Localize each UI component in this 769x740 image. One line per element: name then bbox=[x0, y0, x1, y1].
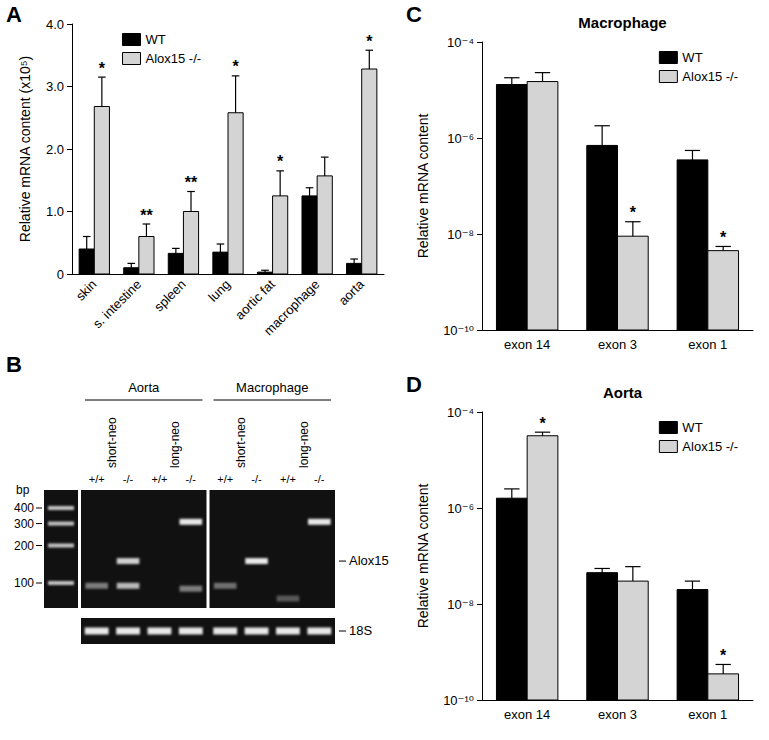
html-text:D: D bbox=[406, 372, 422, 397]
svg-text:WT: WT bbox=[146, 32, 166, 47]
svg-text:WT: WT bbox=[682, 420, 702, 435]
svg-text:*: * bbox=[720, 647, 727, 664]
svg-text:10⁻¹⁰: 10⁻¹⁰ bbox=[443, 693, 474, 708]
svg-text:Relative mRNA content: Relative mRNA content bbox=[415, 114, 431, 259]
svg-text:exon 1: exon 1 bbox=[688, 337, 727, 352]
svg-text:exon 14: exon 14 bbox=[504, 337, 550, 352]
svg-text:*: * bbox=[99, 60, 106, 77]
svg-text:exon 3: exon 3 bbox=[598, 337, 637, 352]
svg-text:Aorta: Aorta bbox=[603, 384, 643, 401]
svg-text:10⁻⁸: 10⁻⁸ bbox=[447, 227, 474, 242]
svg-text:*: * bbox=[277, 153, 284, 170]
svg-text:Relative mRNA content (x10⁵): Relative mRNA content (x10⁵) bbox=[17, 56, 33, 242]
svg-text:+/+: +/+ bbox=[89, 473, 105, 485]
svg-text:Macrophage: Macrophage bbox=[236, 380, 308, 395]
svg-text:Relative mRNA content: Relative mRNA content bbox=[415, 484, 431, 629]
svg-text:exon 14: exon 14 bbox=[504, 707, 550, 722]
svg-text:aortic fat: aortic fat bbox=[232, 276, 278, 322]
svg-text:**: ** bbox=[140, 207, 153, 224]
svg-text:*: * bbox=[366, 33, 373, 50]
svg-text:exon 3: exon 3 bbox=[598, 707, 637, 722]
svg-text:Alox15 -/-: Alox15 -/- bbox=[682, 439, 738, 454]
svg-text:10⁻⁴: 10⁻⁴ bbox=[447, 405, 474, 420]
svg-text:long-neo: long-neo bbox=[297, 421, 311, 468]
svg-text:10⁻⁶: 10⁻⁶ bbox=[447, 501, 474, 516]
svg-text:Aorta: Aorta bbox=[128, 380, 160, 395]
svg-text:WT: WT bbox=[682, 50, 702, 65]
svg-text:-/-: -/- bbox=[123, 473, 134, 485]
svg-text:Alox15: Alox15 bbox=[349, 553, 389, 568]
svg-text:bp: bp bbox=[16, 483, 30, 497]
svg-text:Alox15 -/-: Alox15 -/- bbox=[682, 69, 738, 84]
svg-text:*: * bbox=[539, 415, 546, 432]
svg-text:-/-: -/- bbox=[251, 473, 262, 485]
svg-text:short-neo: short-neo bbox=[234, 417, 248, 468]
svg-text:1.0: 1.0 bbox=[46, 204, 64, 219]
html-text:B: B bbox=[6, 352, 22, 377]
svg-text:10⁻⁶: 10⁻⁶ bbox=[447, 131, 474, 146]
svg-text:skin: skin bbox=[73, 277, 100, 304]
svg-text:*: * bbox=[630, 204, 637, 221]
svg-text:100: 100 bbox=[14, 576, 34, 590]
svg-text:10⁻¹⁰: 10⁻¹⁰ bbox=[443, 323, 474, 338]
svg-text:+/+: +/+ bbox=[217, 473, 233, 485]
svg-text:Alox15 -/-: Alox15 -/- bbox=[146, 51, 202, 66]
svg-text:200: 200 bbox=[14, 539, 34, 553]
svg-text:400: 400 bbox=[14, 501, 34, 515]
svg-text:macrophage: macrophage bbox=[261, 277, 323, 339]
svg-text:10⁻⁴: 10⁻⁴ bbox=[447, 35, 474, 50]
svg-text:-/-: -/- bbox=[186, 473, 197, 485]
html-text:A: A bbox=[6, 2, 22, 27]
svg-text:+/+: +/+ bbox=[280, 473, 296, 485]
svg-text:s. intestine: s. intestine bbox=[90, 277, 145, 332]
svg-text:0: 0 bbox=[57, 267, 64, 282]
html-text:C: C bbox=[406, 2, 422, 27]
svg-text:-/-: -/- bbox=[314, 473, 325, 485]
svg-text:4.0: 4.0 bbox=[46, 17, 64, 32]
svg-text:lung: lung bbox=[205, 277, 233, 305]
svg-text:*: * bbox=[720, 229, 727, 246]
svg-text:300: 300 bbox=[14, 517, 34, 531]
svg-text:**: ** bbox=[185, 174, 198, 191]
svg-text:exon 1: exon 1 bbox=[688, 707, 727, 722]
svg-text:aorta: aorta bbox=[335, 276, 367, 308]
svg-text:3.0: 3.0 bbox=[46, 79, 64, 94]
svg-text:*: * bbox=[232, 58, 239, 75]
svg-text:10⁻⁸: 10⁻⁸ bbox=[447, 597, 474, 612]
svg-text:Macrophage: Macrophage bbox=[578, 14, 666, 31]
svg-text:18S: 18S bbox=[349, 623, 372, 638]
svg-text:long-neo: long-neo bbox=[168, 421, 182, 468]
svg-text:spleen: spleen bbox=[151, 277, 189, 315]
svg-text:+/+: +/+ bbox=[151, 473, 167, 485]
svg-text:short-neo: short-neo bbox=[105, 417, 119, 468]
svg-text:2.0: 2.0 bbox=[46, 142, 64, 157]
